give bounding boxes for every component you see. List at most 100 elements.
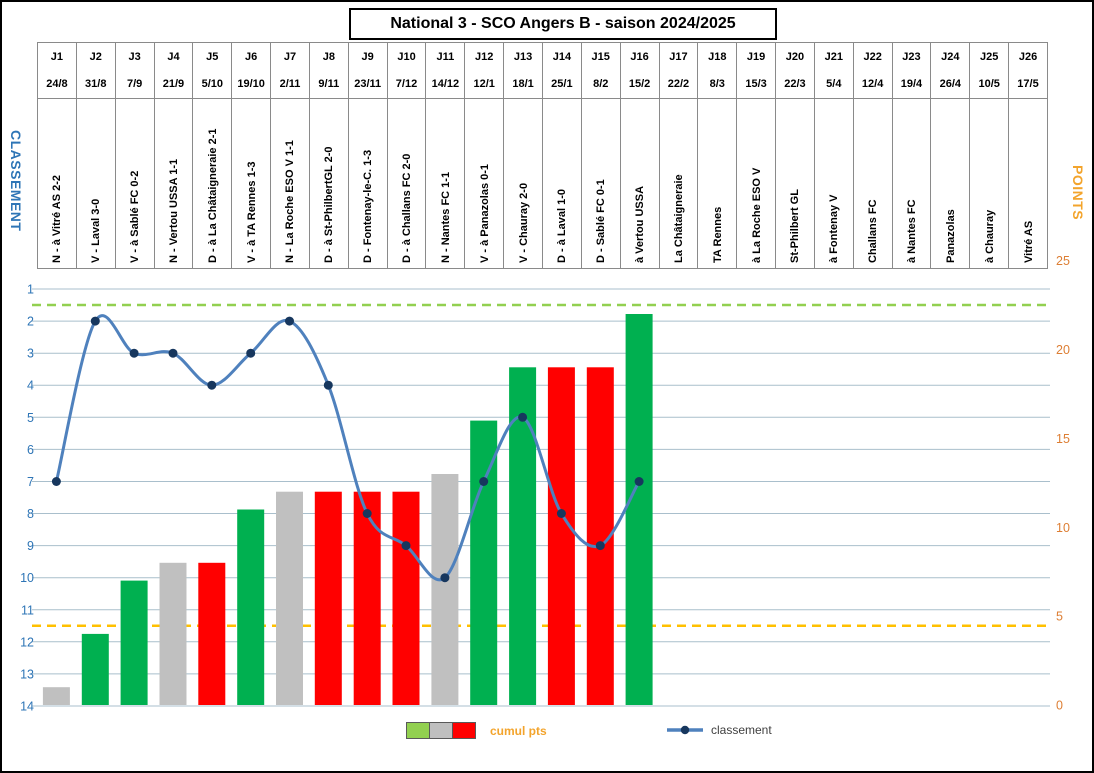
- matchday-date: 23/11: [348, 70, 387, 99]
- left-tick-label: 11: [21, 603, 34, 617]
- left-tick-label: 1: [27, 283, 34, 297]
- bar-J6: [237, 509, 265, 705]
- matchday-date: 22/3: [776, 70, 814, 99]
- matchday-number: J5: [206, 50, 219, 63]
- right-tick-label: 25: [1056, 254, 1070, 268]
- legend-swatch-draw: [429, 722, 453, 739]
- legend-swatch-win: [406, 722, 430, 739]
- matchday-column-J3: J3 7/9 V - à Sablé FC 0-2: [115, 43, 155, 268]
- point-J10: [401, 541, 411, 551]
- bar-J1: [42, 687, 70, 705]
- matchday-number: J19: [746, 50, 766, 63]
- matchday-column-J1: J1 24/8 N - à Vitré AS 2-2: [38, 43, 77, 268]
- bar-J13: [509, 367, 537, 705]
- matchday-date: 17/5: [1009, 70, 1047, 99]
- matchday-number: J7: [283, 50, 297, 63]
- matchday-number: J23: [902, 50, 921, 63]
- matchday-column-J23: J23 19/4 à Nantes FC: [892, 43, 932, 268]
- matchday-column-J10: J10 7/12 D - à Challans FC 2-0: [387, 43, 427, 268]
- matchday-number: J9: [361, 50, 374, 63]
- matchday-column-J20: J20 22/3 St-Philbert GL: [776, 43, 815, 268]
- point-J14: [556, 509, 566, 518]
- left-tick-label: 3: [27, 347, 34, 361]
- bar-J5: [198, 562, 226, 705]
- matchday-column-J25: J25 10/5 à Chauray: [970, 43, 1010, 268]
- matchday-date: 7/9: [115, 70, 154, 99]
- matchday-column-J13: J13 18/1 V - Chauray 2-0: [504, 43, 543, 268]
- matchday-number: J16: [630, 50, 649, 63]
- left-tick-label: 6: [27, 443, 34, 457]
- legend-classement: classement: [666, 723, 772, 737]
- matchday-column-J9: J9 23/11 D - Fontenay-le-C. 1-3: [348, 43, 388, 268]
- point-J4: [168, 348, 178, 358]
- matchday-number: J8: [322, 50, 335, 63]
- matchday-date: 31/8: [76, 70, 115, 99]
- left-tick-label: 2: [27, 315, 34, 329]
- matchday-date: 22/2: [659, 70, 698, 99]
- matchday-header-table: J1 24/8 N - à Vitré AS 2-2 J2 31/8 V - Laval …: [37, 42, 1048, 269]
- left-tick-label: 10: [20, 571, 34, 585]
- matchday-column-J4: J4 21/9 N - Vertou USSA 1-1: [154, 43, 194, 268]
- matchday-column-J18: J18 8/3 TA Rennes: [698, 43, 738, 268]
- right-tick-label: 15: [1056, 432, 1070, 446]
- matchday-number: J4: [167, 50, 180, 63]
- matchday-date: 25/1: [542, 70, 581, 99]
- matchday-column-J16: J16 15/2 à Vertou USSA: [620, 43, 660, 268]
- matchday-number: J15: [591, 50, 610, 63]
- point-J15: [595, 541, 605, 551]
- matchday-column-J26: J26 17/5 Vitré AS: [1009, 43, 1048, 268]
- matchday-date: 15/2: [620, 70, 659, 99]
- left-tick-label: 9: [27, 539, 34, 553]
- matchday-number: J14: [552, 50, 572, 63]
- matchday-date: 9/11: [309, 70, 348, 99]
- matchday-number: J18: [708, 50, 727, 63]
- matchday-number: J13: [513, 50, 533, 63]
- matchday-number: J17: [669, 50, 688, 63]
- matchday-date: 19/4: [892, 70, 931, 99]
- right-tick-label: 20: [1056, 343, 1070, 357]
- matchday-column-J15: J15 8/2 D - Sablé FC 0-1: [581, 43, 621, 268]
- matchday-number: J22: [863, 50, 882, 63]
- matchday-column-J17: J17 22/2 La Châtaigneraie: [659, 43, 699, 268]
- left-tick-label: 4: [27, 379, 34, 393]
- legend-cumul-pts-label: cumul pts: [490, 723, 547, 738]
- point-J16: [634, 477, 644, 486]
- bar-J4: [159, 562, 187, 705]
- point-J1: [51, 477, 61, 486]
- matchday-date: 19/10: [232, 70, 271, 99]
- matchday-date: 21/9: [154, 70, 193, 99]
- legend-line-marker: [667, 725, 703, 735]
- legend-cumul-pts: cumul pts: [406, 722, 547, 739]
- matchday-number: J3: [128, 50, 141, 63]
- matchday-column-J11: J11 14/12 N - Nantes FC 1-1: [426, 43, 466, 268]
- left-tick-label: 14: [20, 700, 34, 714]
- legend-swatch-loss: [452, 722, 476, 739]
- point-J8: [323, 380, 333, 390]
- bar-J8: [314, 491, 342, 705]
- matchday-date: 14/12: [426, 70, 465, 99]
- matchday-column-J5: J5 5/10 D - à La Châtaigneraie 2-1: [193, 43, 233, 268]
- matchday-date: 12/4: [853, 70, 892, 99]
- matchday-column-J22: J22 12/4 Challans FC: [853, 43, 893, 268]
- point-J9: [362, 509, 372, 518]
- point-J3: [129, 348, 139, 358]
- matchday-date: 5/4: [814, 70, 853, 99]
- matchday-date: 26/4: [931, 70, 970, 99]
- matchday-number: J12: [475, 50, 494, 63]
- left-tick-label: 13: [20, 667, 34, 681]
- bar-J3: [120, 580, 148, 705]
- point-J2: [90, 316, 100, 326]
- matchday-date: 8/3: [698, 70, 737, 99]
- bar-J7: [276, 491, 303, 705]
- matchday-number: J1: [50, 50, 64, 63]
- point-J13: [518, 412, 528, 422]
- legend-classement-label: classement: [711, 723, 772, 737]
- right-axis-title: POINTS: [1070, 165, 1086, 221]
- matchday-date: 18/1: [504, 70, 542, 99]
- matchday-column-J6: J6 19/10 V - à TA Rennes 1-3: [232, 43, 272, 268]
- matchday-date: 15/3: [737, 70, 776, 99]
- bar-J11: [431, 474, 459, 705]
- bar-J16: [625, 314, 653, 705]
